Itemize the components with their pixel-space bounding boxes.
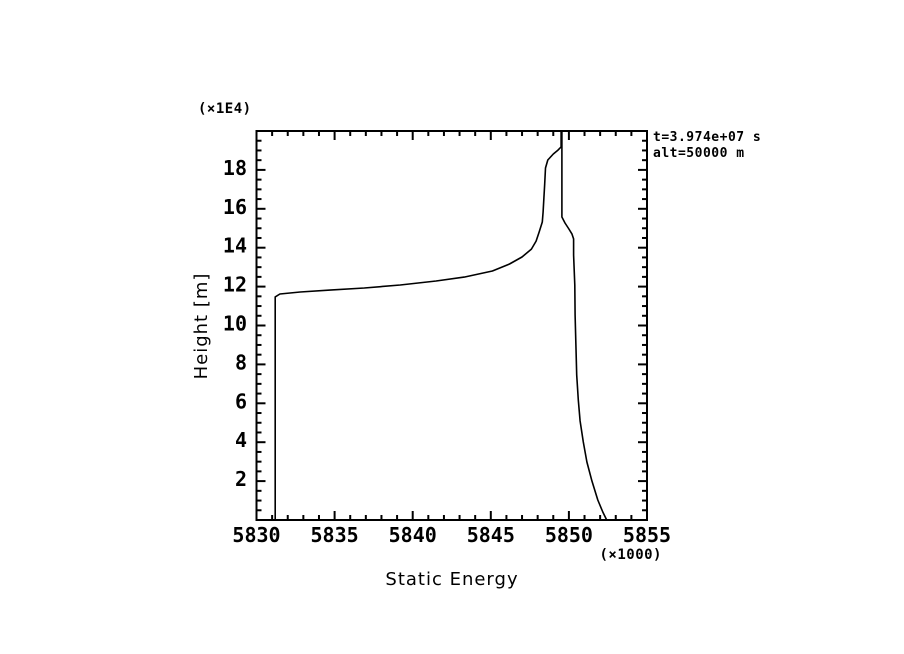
- y-tick-label: 16: [223, 195, 247, 219]
- x-tick-label: 5830: [232, 523, 280, 547]
- y-tick-label: 18: [223, 156, 247, 180]
- y-axis-title: Height [m]: [191, 273, 212, 380]
- x-tick-label: 5850: [545, 523, 593, 547]
- x-axis-title: Static Energy: [385, 569, 518, 590]
- curve-profile-left-branch: [274, 131, 562, 521]
- annotation-altitude: alt=50000 m: [653, 146, 745, 161]
- chart-generated-layer: 5830 5835 5840 5845 5850 5855 2 4 6 8 10 12 14 16 18: [223, 130, 671, 547]
- y-tick-label: 4: [235, 428, 247, 452]
- y-tick-label: 2: [235, 467, 247, 491]
- x-tick-label: 5855: [623, 523, 671, 547]
- curve-profile-right-branch: [561, 131, 608, 521]
- axes-frame: [255, 130, 648, 521]
- x-tick-label: 5845: [467, 523, 515, 547]
- y-tick-label: 8: [235, 350, 247, 374]
- annotation-time: t=3.974e+07 s: [653, 130, 761, 145]
- x-tick-label: 5840: [389, 523, 437, 547]
- y-axis-unit-note: (×1E4): [198, 101, 252, 117]
- x-tick-label: 5835: [311, 523, 359, 547]
- x-axis-unit-note: (×1000): [599, 547, 662, 563]
- y-tick-label: 6: [235, 389, 247, 413]
- y-tick-label: 14: [223, 234, 247, 258]
- y-tick-label: 12: [223, 273, 247, 297]
- y-tick-label: 10: [223, 312, 247, 336]
